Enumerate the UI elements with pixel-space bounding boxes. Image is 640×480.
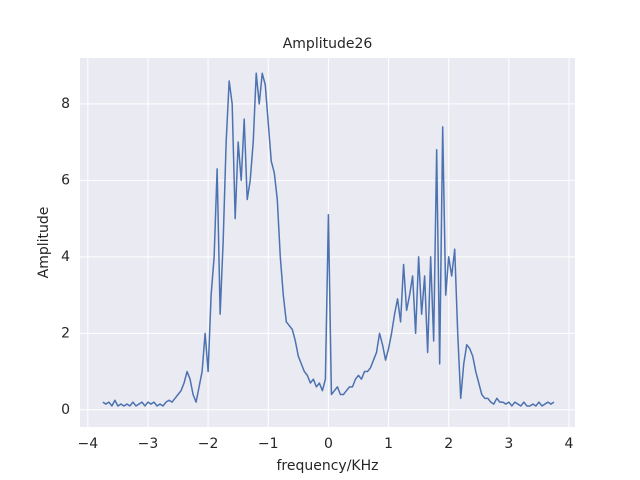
x-tick-label: −3 <box>138 436 159 452</box>
x-tick-label: 2 <box>444 436 453 452</box>
x-tick-label: −1 <box>258 436 279 452</box>
y-tick-label: 6 <box>61 172 70 188</box>
y-tick-label: 8 <box>61 96 70 112</box>
data-line <box>102 72 555 407</box>
x-tick-label: −4 <box>77 436 98 452</box>
chart-title: Amplitude26 <box>283 36 373 52</box>
x-tick-label: 1 <box>384 436 393 452</box>
x-tick-label: 3 <box>504 436 513 452</box>
y-tick-label: 2 <box>61 325 70 341</box>
y-tick-label: 0 <box>61 402 70 418</box>
x-axis-label: frequency/KHz <box>277 458 379 474</box>
x-tick-label: 0 <box>324 436 333 452</box>
y-tick-label: 4 <box>61 249 70 265</box>
x-tick-label: −2 <box>198 436 219 452</box>
x-tick-label: 4 <box>565 436 574 452</box>
y-axis-label: Amplitude <box>36 207 52 279</box>
